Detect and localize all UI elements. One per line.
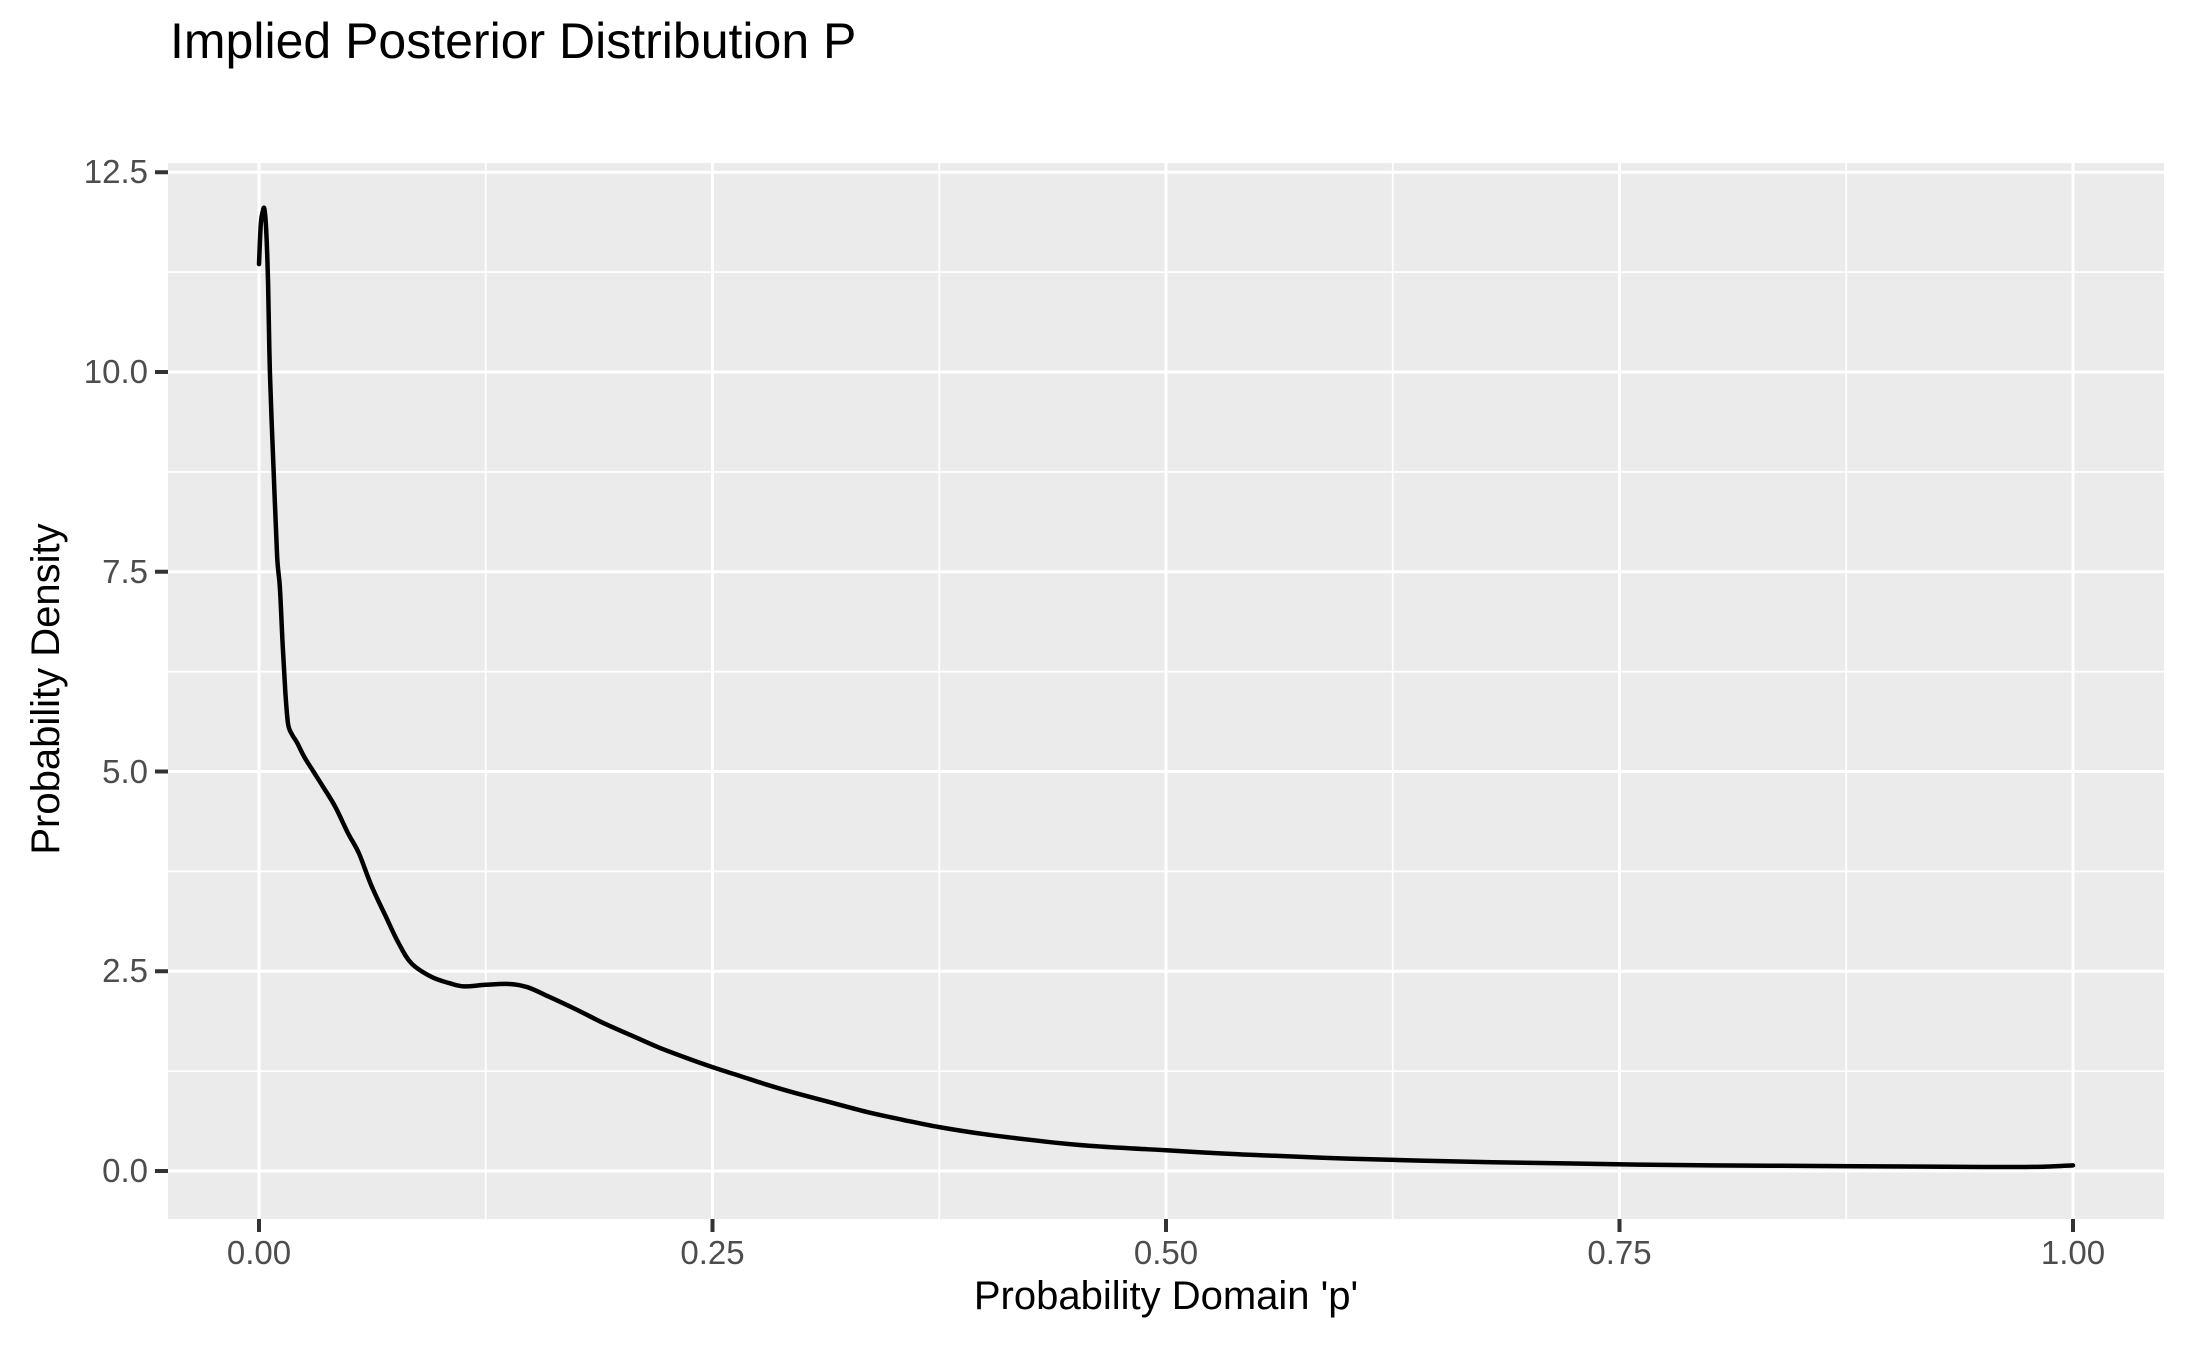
- x-tick-label: 0.00: [226, 1234, 292, 1271]
- x-tick-label: 0.75: [1587, 1234, 1652, 1271]
- plot-title: Implied Posterior Distribution P: [170, 13, 857, 69]
- density-curve: [256, 205, 2076, 1170]
- x-tick-label: 1.00: [2040, 1234, 2106, 1271]
- x-tick-label: 0.25: [680, 1234, 745, 1271]
- y-tick-label: 2.5: [102, 952, 148, 990]
- y-tick-label: 7.5: [102, 552, 148, 590]
- y-tick-label: 12.5: [83, 153, 148, 191]
- major-gridlines: [168, 163, 2164, 1219]
- x-tick-label: 0.50: [1133, 1234, 1199, 1271]
- y-tick-label: 5.0: [102, 752, 148, 790]
- x-axis-title: Probability Domain 'p': [973, 1274, 1359, 1318]
- axis-tick-marks: [155, 170, 2075, 1232]
- y-tick-label: 10.0: [83, 353, 148, 390]
- y-tick-label: 0.0: [102, 1152, 148, 1189]
